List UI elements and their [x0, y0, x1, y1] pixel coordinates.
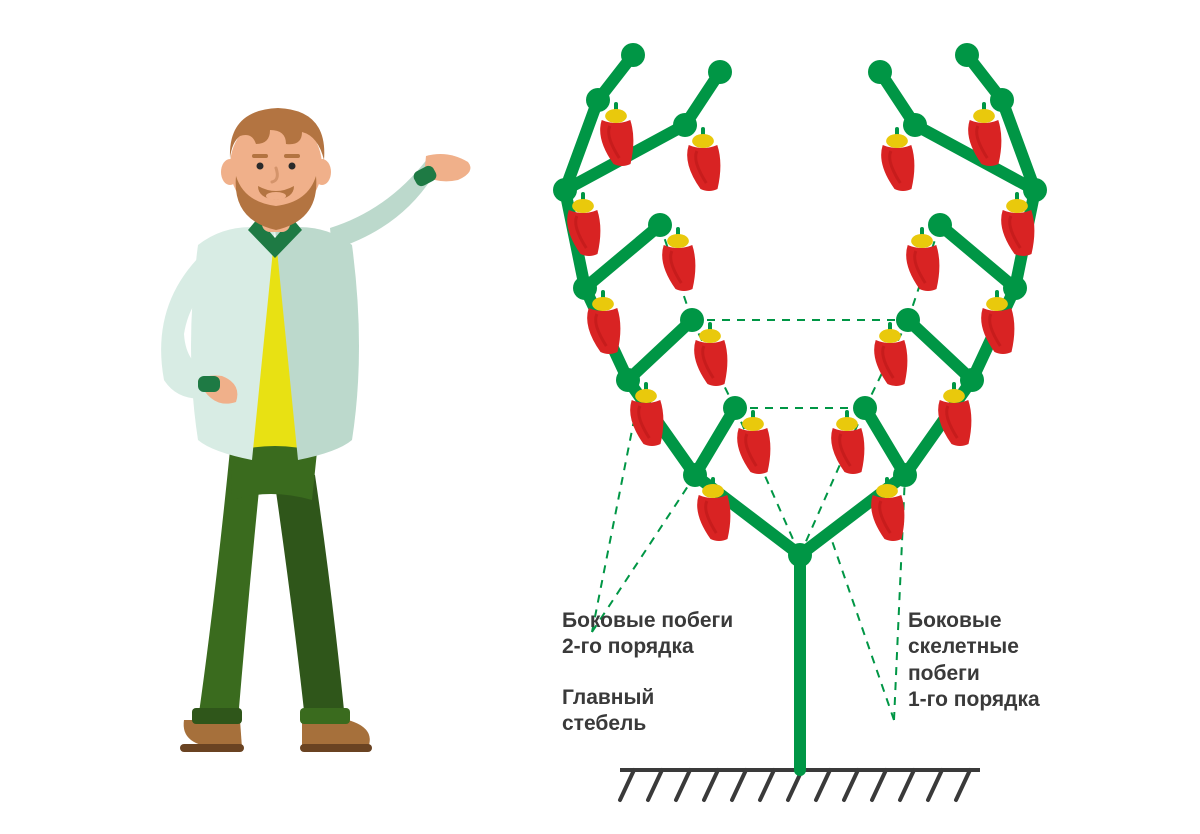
label-main-stem: Главный стебель: [562, 685, 654, 738]
branch-node: [723, 396, 747, 420]
branch-node: [621, 43, 645, 67]
pepper-icon: [871, 479, 904, 541]
pepper-icon: [662, 229, 695, 291]
branch-node: [586, 88, 610, 112]
pepper-icon: [881, 129, 914, 191]
pepper-icon: [874, 324, 907, 386]
gardener-illustration: [161, 108, 470, 752]
branch-node: [903, 113, 927, 137]
branch-node: [1023, 178, 1047, 202]
branch-node: [1003, 276, 1027, 300]
branch-node: [896, 308, 920, 332]
label-side-shoots-2nd: Боковые побеги 2-го порядка: [562, 608, 733, 661]
branch-node: [616, 368, 640, 392]
branch-node: [955, 43, 979, 67]
branch-node: [708, 60, 732, 84]
pepper-icon: [831, 412, 864, 474]
branch-node: [893, 463, 917, 487]
branch-node: [990, 88, 1014, 112]
branch-node: [648, 213, 672, 237]
branch-node: [853, 396, 877, 420]
branch-node: [788, 543, 812, 567]
branch-node: [683, 463, 707, 487]
branch-node: [868, 60, 892, 84]
pepper-icon: [737, 412, 770, 474]
pepper-icon: [697, 479, 730, 541]
pepper-icon: [600, 104, 633, 166]
label-skeletal-shoots-1st: Боковые скелетные побеги 1-го порядка: [908, 608, 1040, 713]
branch-node: [680, 308, 704, 332]
pepper-icon: [906, 229, 939, 291]
branch-node: [673, 113, 697, 137]
pepper-icon: [687, 129, 720, 191]
branch-node: [553, 178, 577, 202]
branch-node: [573, 276, 597, 300]
branch-node: [928, 213, 952, 237]
branch-node: [960, 368, 984, 392]
